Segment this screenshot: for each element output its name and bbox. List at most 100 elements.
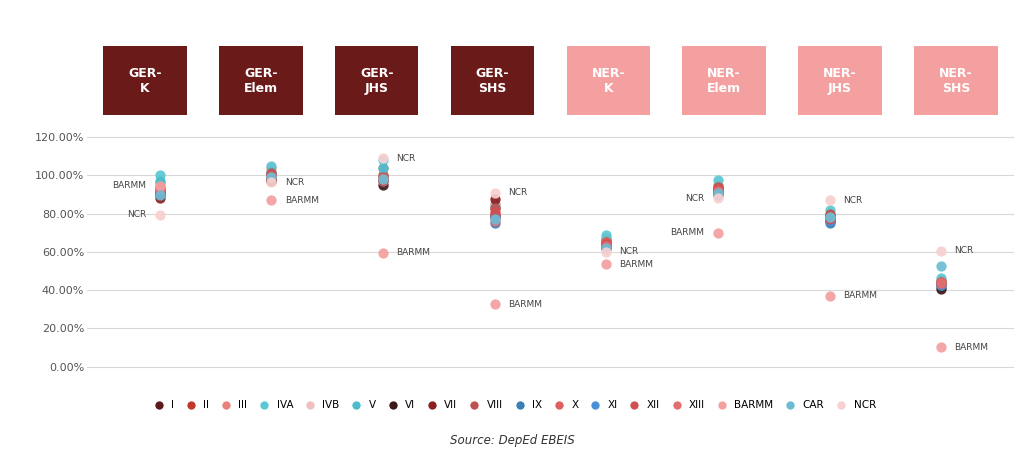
- Point: [933, 276, 949, 283]
- Point: [710, 185, 726, 192]
- Point: [375, 176, 391, 183]
- Point: [933, 274, 949, 281]
- Point: [486, 210, 503, 217]
- Point: [263, 172, 280, 179]
- Point: [598, 242, 614, 250]
- Point: [598, 261, 614, 268]
- Point: [598, 244, 614, 251]
- Point: [152, 185, 168, 192]
- Point: [710, 189, 726, 196]
- Point: [710, 187, 726, 194]
- Point: [598, 237, 614, 244]
- Point: [263, 172, 280, 179]
- Point: [710, 229, 726, 236]
- Text: GER-
K: GER- K: [128, 66, 162, 95]
- Point: [152, 187, 168, 194]
- Point: [486, 218, 503, 225]
- Point: [375, 174, 391, 181]
- Legend: I, II, III, IVA, IVB, V, VI, VII, VIII, IX, X, XI, XII, XIII, BARMM, CAR, NCR: I, II, III, IVA, IVB, V, VI, VII, VIII, …: [144, 396, 880, 414]
- Point: [263, 174, 280, 181]
- Point: [486, 220, 503, 227]
- Point: [598, 241, 614, 248]
- Point: [821, 210, 838, 217]
- Point: [710, 189, 726, 196]
- Point: [821, 197, 838, 204]
- Point: [263, 170, 280, 177]
- Point: [263, 174, 280, 181]
- Text: NER-
Elem: NER- Elem: [708, 66, 741, 95]
- Point: [263, 179, 280, 186]
- Point: [598, 242, 614, 250]
- Point: [486, 214, 503, 221]
- Point: [598, 235, 614, 242]
- Point: [933, 278, 949, 285]
- Point: [486, 189, 503, 196]
- Text: NER-
SHS: NER- SHS: [939, 66, 973, 95]
- Point: [598, 244, 614, 251]
- Point: [710, 187, 726, 194]
- Point: [821, 216, 838, 223]
- Point: [933, 344, 949, 351]
- Point: [152, 211, 168, 218]
- Point: [821, 212, 838, 219]
- Point: [375, 177, 391, 185]
- Point: [821, 206, 838, 213]
- Point: [598, 241, 614, 248]
- Point: [821, 216, 838, 223]
- Point: [263, 197, 280, 204]
- Point: [598, 248, 614, 255]
- Point: [933, 282, 949, 289]
- Point: [598, 244, 614, 251]
- Point: [263, 170, 280, 177]
- Point: [821, 292, 838, 299]
- Point: [710, 195, 726, 202]
- Point: [263, 162, 280, 169]
- Point: [263, 174, 280, 181]
- Point: [375, 176, 391, 184]
- Text: BARMM: BARMM: [671, 228, 705, 237]
- Point: [263, 174, 280, 181]
- Point: [933, 283, 949, 290]
- Point: [486, 216, 503, 223]
- Point: [375, 177, 391, 185]
- Point: [598, 239, 614, 246]
- Point: [486, 208, 503, 216]
- Point: [933, 278, 949, 285]
- Text: GER-
JHS: GER- JHS: [359, 66, 393, 95]
- Point: [375, 176, 391, 184]
- Point: [152, 189, 168, 196]
- Point: [710, 185, 726, 192]
- Point: [152, 185, 168, 192]
- Point: [486, 212, 503, 219]
- Point: [152, 189, 168, 196]
- Point: [821, 220, 838, 227]
- Point: [263, 172, 280, 179]
- Point: [375, 154, 391, 162]
- Point: [263, 177, 280, 185]
- Point: [263, 177, 280, 185]
- Point: [933, 278, 949, 285]
- Point: [486, 214, 503, 221]
- Text: NCR: NCR: [508, 188, 527, 197]
- Point: [598, 242, 614, 250]
- Text: BARMM: BARMM: [508, 300, 542, 309]
- Text: BARMM: BARMM: [396, 248, 430, 257]
- Point: [375, 249, 391, 256]
- Point: [486, 202, 503, 210]
- Point: [933, 286, 949, 293]
- Point: [710, 183, 726, 190]
- Text: BARMM: BARMM: [620, 260, 653, 269]
- Point: [933, 280, 949, 287]
- Point: [152, 177, 168, 185]
- Point: [375, 176, 391, 183]
- Point: [710, 176, 726, 184]
- Point: [375, 181, 391, 189]
- Point: [933, 279, 949, 286]
- Point: [486, 204, 503, 211]
- Point: [152, 187, 168, 194]
- Point: [375, 176, 391, 183]
- Text: Source: DepEd EBEIS: Source: DepEd EBEIS: [450, 434, 574, 447]
- Point: [710, 187, 726, 194]
- Point: [710, 191, 726, 198]
- Text: NER-
K: NER- K: [592, 66, 625, 95]
